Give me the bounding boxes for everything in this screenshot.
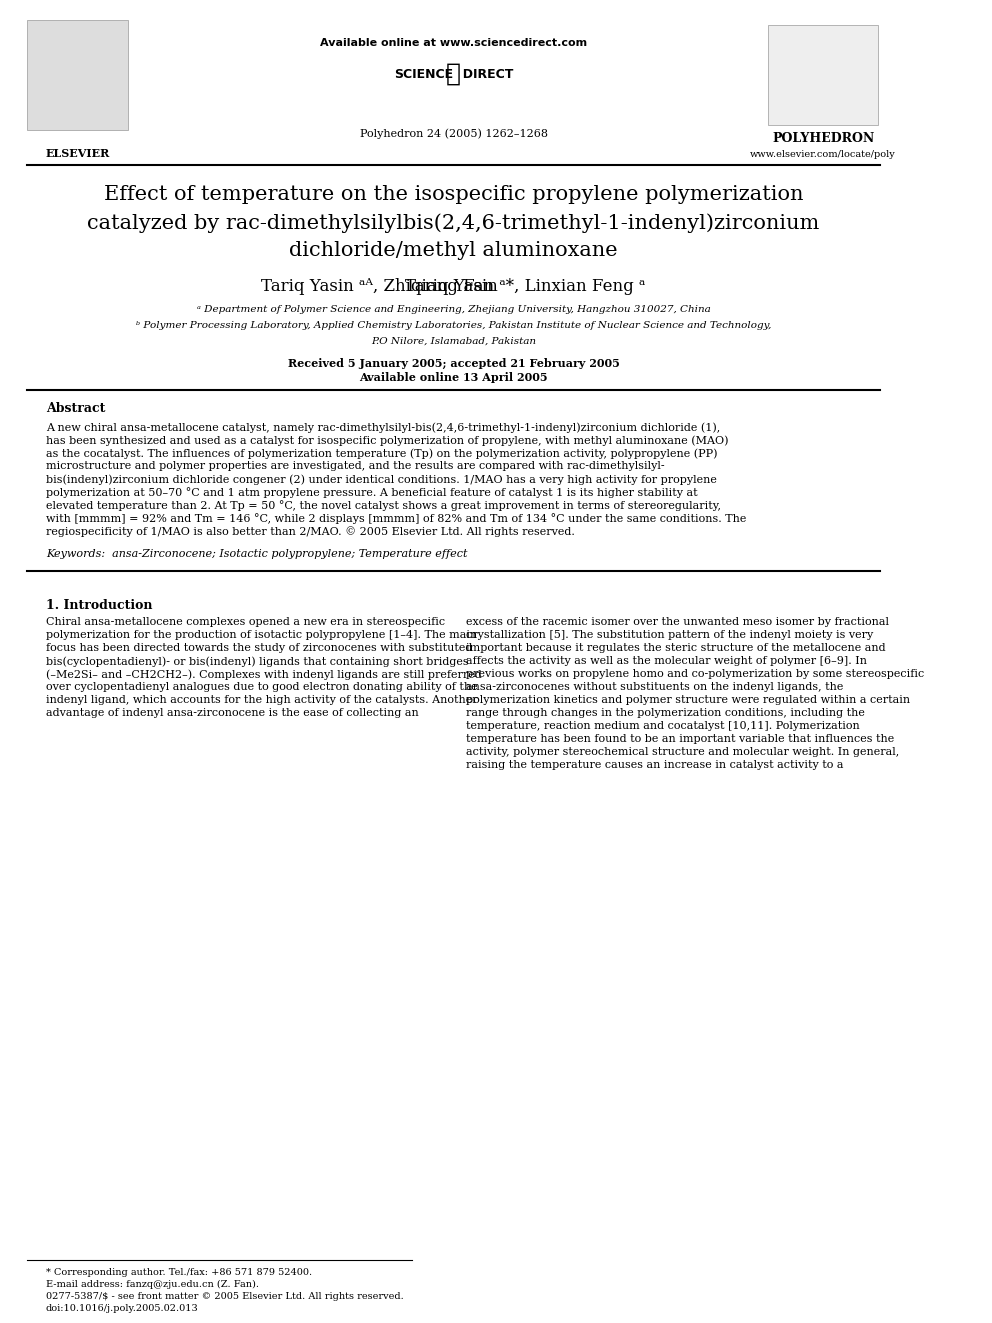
Text: over cyclopentadienyl analogues due to good electron donating ability of the: over cyclopentadienyl analogues due to g…	[46, 681, 477, 692]
Text: Polyhedron 24 (2005) 1262–1268: Polyhedron 24 (2005) 1262–1268	[360, 128, 548, 139]
Bar	[28, 20, 128, 130]
Text: Available online 13 April 2005: Available online 13 April 2005	[359, 372, 548, 382]
Text: important because it regulates the steric structure of the metallocene and: important because it regulates the steri…	[466, 643, 886, 654]
Text: (–Me2Si– and –CH2CH2–). Complexes with indenyl ligands are still preferred: (–Me2Si– and –CH2CH2–). Complexes with i…	[46, 669, 481, 680]
Text: regiospecificity of 1/MAO is also better than 2/MAO. © 2005 Elsevier Ltd. All ri: regiospecificity of 1/MAO is also better…	[46, 527, 574, 537]
Text: polymerization at 50–70 °C and 1 atm propylene pressure. A beneficial feature of: polymerization at 50–70 °C and 1 atm pro…	[46, 487, 697, 497]
Text: ELSEVIER: ELSEVIER	[46, 148, 110, 159]
Text: activity, polymer stereochemical structure and molecular weight. In general,: activity, polymer stereochemical structu…	[466, 747, 900, 757]
Text: E-mail address: fanzq@zju.edu.cn (Z. Fan).: E-mail address: fanzq@zju.edu.cn (Z. Fan…	[46, 1279, 259, 1289]
Bar	[768, 25, 878, 124]
Text: temperature, reaction medium and cocatalyst [10,11]. Polymerization: temperature, reaction medium and cocatal…	[466, 721, 860, 732]
Text: Effect of temperature on the isospecific propylene polymerization: Effect of temperature on the isospecific…	[104, 185, 804, 204]
Text: microstructure and polymer properties are investigated, and the results are comp: microstructure and polymer properties ar…	[46, 460, 665, 471]
Text: raising the temperature causes an increase in catalyst activity to a: raising the temperature causes an increa…	[466, 759, 844, 770]
Text: 1. Introduction: 1. Introduction	[46, 599, 152, 613]
Text: Tariq Yasin: Tariq Yasin	[405, 278, 503, 295]
Text: with [mmmm] = 92% and Tm = 146 °C, while 2 displays [mmmm] of 82% and Tm of 134 : with [mmmm] = 92% and Tm = 146 °C, while…	[46, 513, 746, 524]
Text: doi:10.1016/j.poly.2005.02.013: doi:10.1016/j.poly.2005.02.013	[46, 1304, 198, 1312]
Text: polymerization for the production of isotactic polypropylene [1–4]. The main: polymerization for the production of iso…	[46, 630, 477, 640]
Text: ᵇ Polymer Processing Laboratory, Applied Chemistry Laboratories, Pakistan Instit: ᵇ Polymer Processing Laboratory, Applied…	[136, 321, 772, 329]
Text: affects the activity as well as the molecular weight of polymer [6–9]. In: affects the activity as well as the mole…	[466, 656, 867, 665]
Text: bis(cyclopentadienyl)- or bis(indenyl) ligands that containing short bridges: bis(cyclopentadienyl)- or bis(indenyl) l…	[46, 656, 468, 667]
Text: Keywords:  ansa-Zirconocene; Isotactic polypropylene; Temperature effect: Keywords: ansa-Zirconocene; Isotactic po…	[46, 549, 467, 560]
Text: ansa-zirconocenes without substituents on the indenyl ligands, the: ansa-zirconocenes without substituents o…	[466, 681, 844, 692]
Text: DIRECT: DIRECT	[453, 67, 513, 81]
Text: focus has been directed towards the study of zirconocenes with substituted: focus has been directed towards the stud…	[46, 643, 472, 654]
Text: catalyzed by ​rac​-dimethylsilylbis(2,4,6-trimethyl-1-indenyl)zirconium: catalyzed by ​rac​-dimethylsilylbis(2,4,…	[87, 213, 819, 233]
Text: www.elsevier.com/locate/poly: www.elsevier.com/locate/poly	[750, 149, 896, 159]
Text: Received 5 January 2005; accepted 21 February 2005: Received 5 January 2005; accepted 21 Feb…	[288, 359, 620, 369]
Text: * Corresponding author. Tel./fax: +86 571 879 52400.: * Corresponding author. Tel./fax: +86 57…	[46, 1267, 311, 1277]
Text: elevated temperature than 2. At Tp = 50 °C, the novel catalyst shows a great imp: elevated temperature than 2. At Tp = 50 …	[46, 500, 721, 511]
Text: ⓐ: ⓐ	[446, 62, 461, 86]
Text: Available online at www.sciencedirect.com: Available online at www.sciencedirect.co…	[320, 38, 587, 48]
Text: POLYHEDRON: POLYHEDRON	[772, 132, 874, 146]
Text: Abstract: Abstract	[46, 402, 105, 415]
Text: dichloride/methyl aluminoxane: dichloride/methyl aluminoxane	[290, 241, 618, 261]
Text: advantage of indenyl ansa-zirconocene is the ease of collecting an: advantage of indenyl ansa-zirconocene is…	[46, 708, 419, 718]
Text: A new chiral ansa-metallocene catalyst, namely rac-dimethylsilyl-bis(2,4,6-trime: A new chiral ansa-metallocene catalyst, …	[46, 422, 720, 433]
Text: indenyl ligand, which accounts for the high activity of the catalysts. Another: indenyl ligand, which accounts for the h…	[46, 695, 477, 705]
Text: has been synthesized and used as a catalyst for isospecific polymerization of pr: has been synthesized and used as a catal…	[46, 435, 728, 446]
Text: temperature has been found to be an important variable that influences the: temperature has been found to be an impo…	[466, 734, 895, 744]
Text: crystallization [5]. The substitution pattern of the indenyl moiety is very: crystallization [5]. The substitution pa…	[466, 630, 874, 640]
Text: P.O Nilore, Islamabad, Pakistan: P.O Nilore, Islamabad, Pakistan	[371, 337, 536, 347]
Text: excess of the racemic isomer over the unwanted meso isomer by fractional: excess of the racemic isomer over the un…	[466, 617, 890, 627]
Text: Chiral ansa-metallocene complexes opened a new era in stereospecific: Chiral ansa-metallocene complexes opened…	[46, 617, 444, 627]
Text: range through changes in the polymerization conditions, including the: range through changes in the polymerizat…	[466, 708, 865, 718]
Text: polymerization kinetics and polymer structure were regulated within a certain: polymerization kinetics and polymer stru…	[466, 695, 911, 705]
Text: previous works on propylene homo and co-polymerization by some stereospecific: previous works on propylene homo and co-…	[466, 669, 925, 679]
Text: bis(indenyl)zirconium dichloride congener (2) under identical conditions. 1/MAO : bis(indenyl)zirconium dichloride congene…	[46, 474, 716, 484]
Text: SCIENCE: SCIENCE	[395, 67, 453, 81]
Text: Tariq Yasin ᵃᴬ, Zhiqiang Fan ᵃ*, Linxian Feng ᵃ: Tariq Yasin ᵃᴬ, Zhiqiang Fan ᵃ*, Linxian…	[262, 278, 646, 295]
Text: as the cocatalyst. The influences of polymerization temperature (Tp) on the poly: as the cocatalyst. The influences of pol…	[46, 448, 717, 459]
Text: ᵃ Department of Polymer Science and Engineering, Zhejiang University, Hangzhou 3: ᵃ Department of Polymer Science and Engi…	[196, 306, 710, 314]
Text: 0277-5387/$ - see front matter © 2005 Elsevier Ltd. All rights reserved.: 0277-5387/$ - see front matter © 2005 El…	[46, 1293, 404, 1301]
